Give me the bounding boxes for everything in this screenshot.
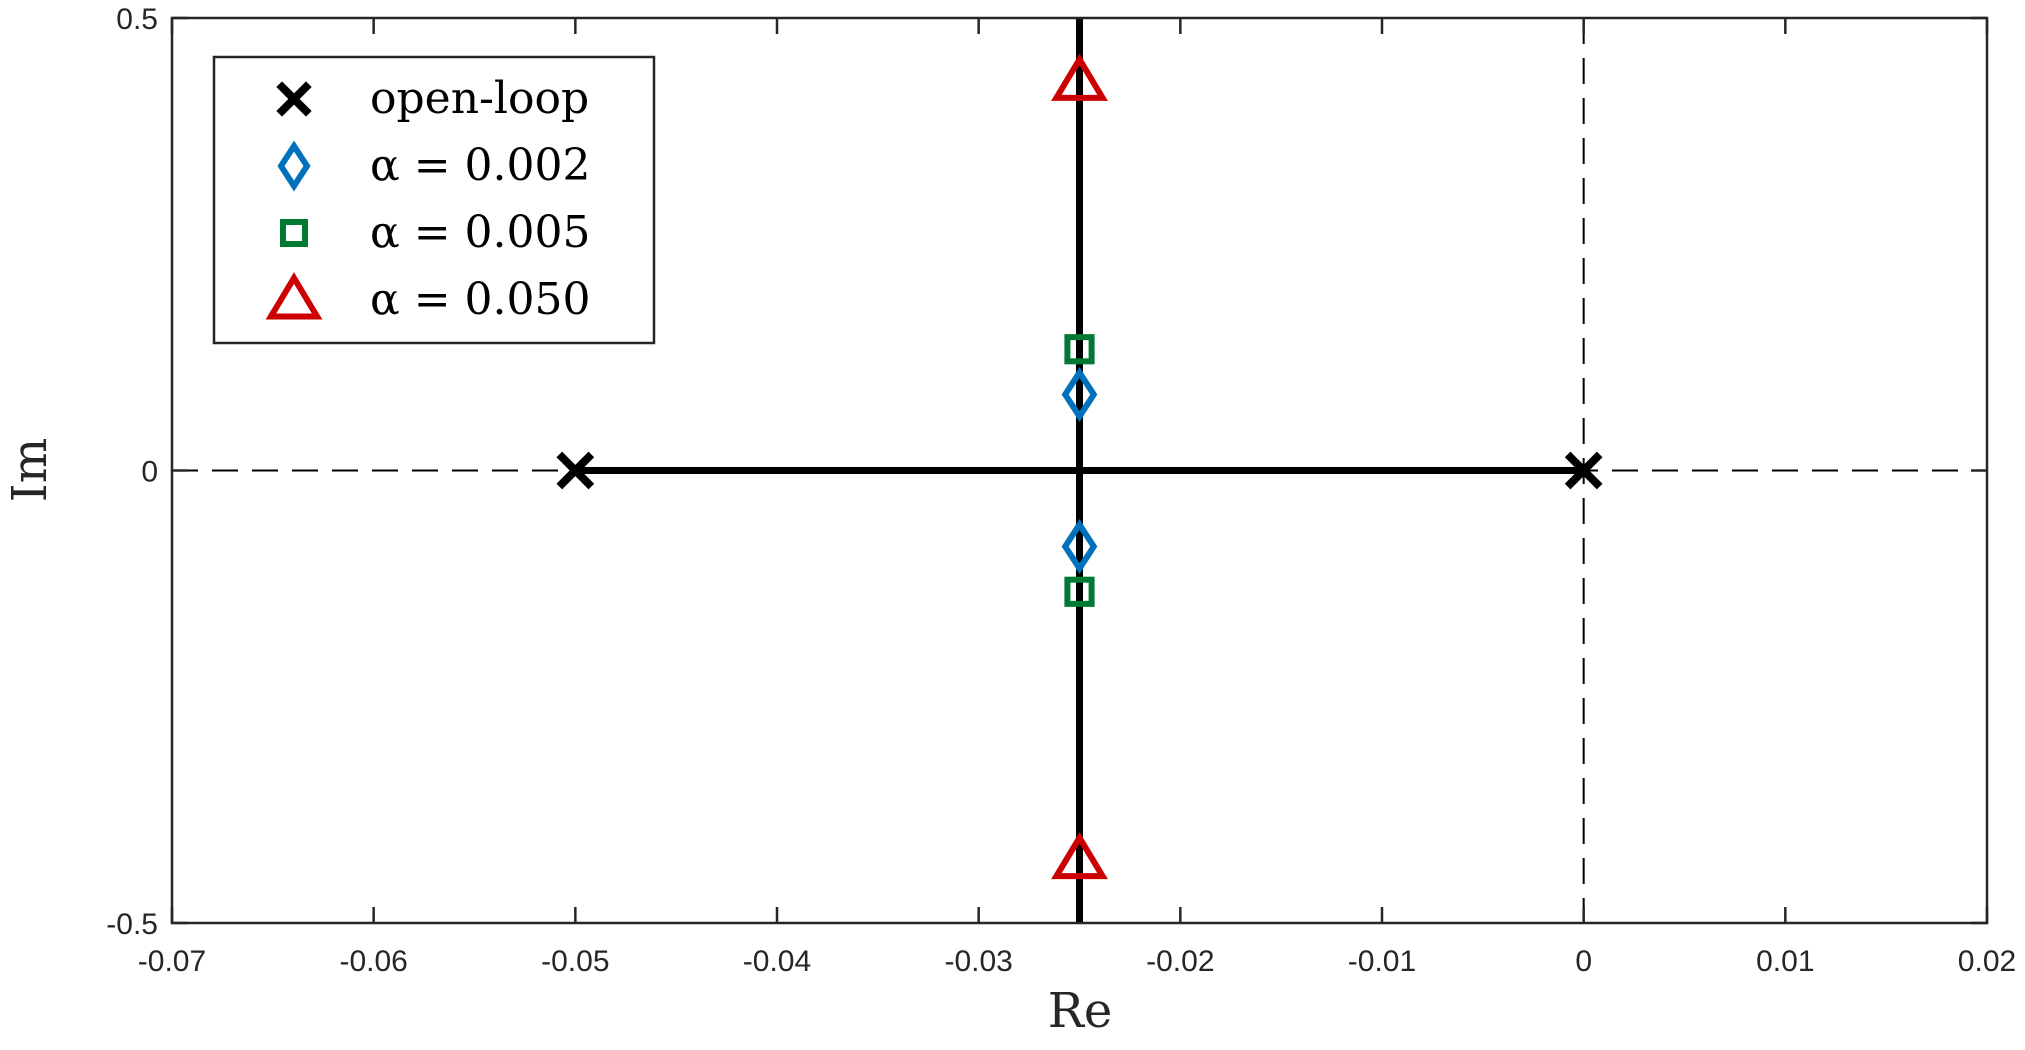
x-tick-label: -0.06 [339,945,407,978]
marker-square-2-0 [1064,334,1095,365]
legend-label: α = 0.050 [370,274,591,325]
legend-label: open-loop [370,73,589,124]
x-tick-label: 0.01 [1756,945,1814,978]
legend-marker-triangle [265,272,323,320]
marker-square-2-1 [1064,576,1095,607]
locus-lines [575,18,1584,923]
x-axis-label: Re [1048,983,1113,1039]
x-tick-label: -0.03 [944,945,1012,978]
legend-marker-diamond [277,140,311,192]
marker-x-0-0 [556,451,595,490]
x-tick-label: 0 [1575,945,1592,978]
x-tick-label: -0.01 [1348,945,1416,978]
x-tick-label: -0.07 [138,945,206,978]
x-tick-label: -0.05 [541,945,609,978]
marker-x-0-1 [1564,451,1603,490]
marker-diamond-1-1 [1061,519,1098,575]
y-axis-label: Im [2,438,58,502]
marker-triangle-3-0 [1051,53,1108,101]
pole-markers [556,53,1603,880]
y-tick-label: -0.5 [106,908,158,941]
legend-label: α = 0.002 [370,140,591,191]
marker-triangle-3-1 [1051,831,1108,880]
y-tick-label: 0 [141,456,158,489]
x-tick-label: -0.02 [1146,945,1214,978]
marker-diamond-1-0 [1061,366,1098,422]
legend-marker-square [280,219,308,247]
legend: open-loop α = 0.002 α = 0.005 α = 0.050 [212,55,656,345]
y-tick-label: 0.5 [116,3,158,36]
axis-ticks: -0.07 -0.06 -0.05 -0.04 -0.03 -0.02 -0.01 0 0.01… [106,3,2016,978]
x-tick-label: 0.02 [1958,945,2016,978]
x-tick-label: -0.04 [743,945,811,978]
legend-marker-x [276,81,312,117]
legend-label: α = 0.005 [370,207,591,258]
